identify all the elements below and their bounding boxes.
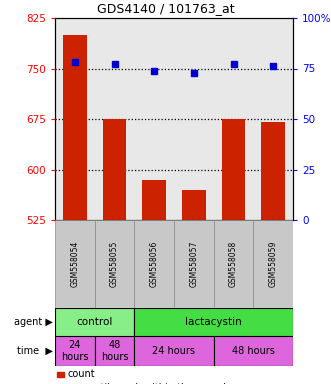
Text: GDS4140 / 101763_at: GDS4140 / 101763_at: [97, 2, 234, 15]
Bar: [134, 308, 293, 336]
Bar: [134, 336, 214, 366]
Bar: [221, 119, 245, 220]
Bar: [55, 220, 95, 308]
Bar: [103, 119, 126, 220]
Bar: [214, 220, 253, 308]
Bar: [134, 220, 174, 308]
Bar: [57, 372, 64, 377]
Text: GSM558055: GSM558055: [110, 241, 119, 287]
Text: GSM558059: GSM558059: [269, 241, 278, 287]
Bar: [55, 308, 134, 336]
Text: GSM558057: GSM558057: [189, 241, 198, 287]
Bar: [63, 35, 87, 220]
Text: lactacystin: lactacystin: [185, 317, 242, 327]
Text: GSM558058: GSM558058: [229, 241, 238, 287]
Text: control: control: [76, 317, 113, 327]
Text: 48 hours: 48 hours: [232, 346, 275, 356]
Text: count: count: [67, 369, 95, 379]
Text: percentile rank within the sample: percentile rank within the sample: [67, 383, 232, 384]
Text: 48
hours: 48 hours: [101, 340, 128, 362]
Text: 24
hours: 24 hours: [61, 340, 89, 362]
Bar: [174, 220, 214, 308]
Text: GSM558054: GSM558054: [70, 241, 79, 287]
Text: agent ▶: agent ▶: [14, 317, 53, 327]
Bar: [261, 122, 285, 220]
Bar: [142, 180, 166, 220]
Bar: [214, 336, 293, 366]
Text: time  ▶: time ▶: [17, 346, 53, 356]
Bar: [95, 336, 134, 366]
Text: 24 hours: 24 hours: [153, 346, 196, 356]
Bar: [182, 190, 206, 220]
Text: GSM558056: GSM558056: [150, 241, 159, 287]
Bar: [95, 220, 134, 308]
Bar: [253, 220, 293, 308]
Bar: [55, 336, 95, 366]
